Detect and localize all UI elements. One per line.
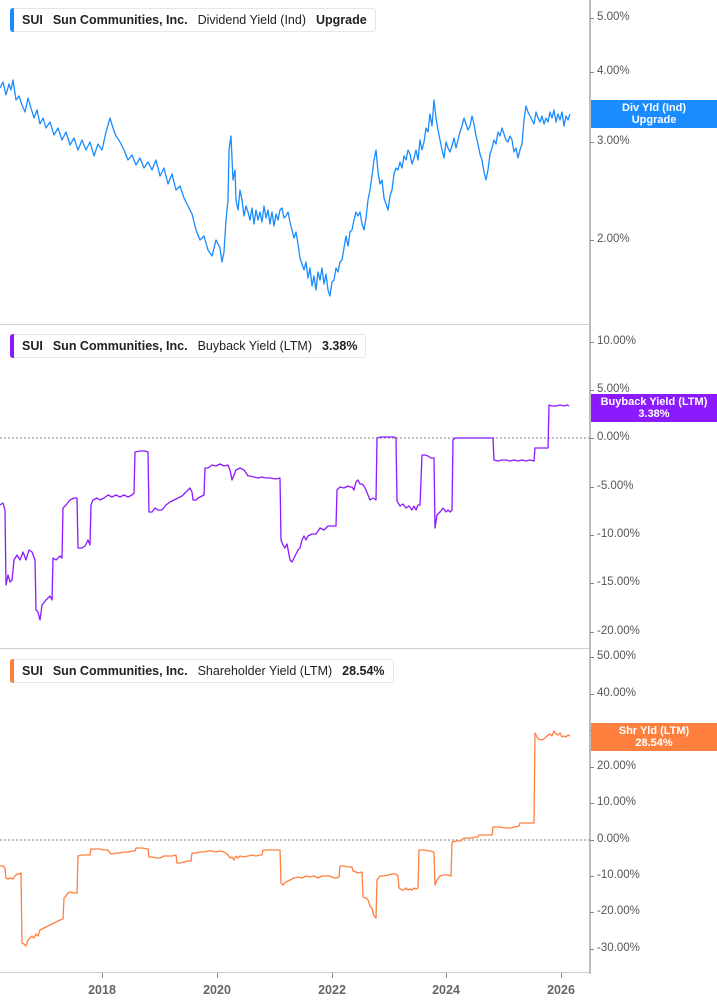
x-tick-label: 2022 — [318, 983, 346, 997]
y-tick — [590, 342, 594, 343]
legend-value: 28.54% — [342, 664, 385, 678]
y-tick-label: 5.00% — [597, 11, 630, 23]
y-tick-label: 4.00% — [597, 65, 630, 77]
flag-label: Shr Yld (LTM) — [618, 725, 690, 737]
y-tick-label: 10.00% — [597, 335, 637, 347]
legend-value: 3.38% — [322, 339, 358, 353]
y-tick — [590, 803, 594, 804]
y-tick-label: 20.00% — [597, 760, 637, 772]
shareholder-yield-line — [0, 730, 571, 947]
y-tick-label: 5.00% — [597, 383, 630, 395]
x-tick — [332, 973, 333, 978]
current-value-flag-dividend: Div Yld (Ind) Upgrade — [591, 100, 717, 128]
x-tick-label: 2020 — [203, 983, 231, 997]
y-tick — [590, 583, 594, 584]
y-tick — [590, 390, 594, 391]
x-tick — [446, 973, 447, 978]
y-tick-label: -10.00% — [597, 528, 640, 540]
dividend-yield-line — [0, 79, 571, 297]
legend-company: Sun Communities, Inc. — [52, 664, 188, 678]
flag-value: Upgrade — [631, 114, 677, 126]
y-tick — [590, 240, 594, 241]
x-tick-label: 2026 — [547, 983, 575, 997]
y-tick-label: -10.00% — [597, 869, 640, 881]
y-tick-label: 0.00% — [597, 833, 630, 845]
y-tick — [590, 876, 594, 877]
flag-label: Div Yld (Ind) — [622, 102, 686, 114]
series-color-swatch — [10, 8, 14, 32]
y-tick-label: 40.00% — [597, 687, 637, 699]
legend-shareholder-yield[interactable]: SUI Sun Communities, Inc. Shareholder Yi… — [10, 659, 394, 683]
flag-label: Buyback Yield (LTM) — [600, 396, 708, 408]
buyback-yield-line — [0, 404, 570, 621]
y-tick-label: -30.00% — [597, 942, 640, 954]
x-tick — [561, 973, 562, 978]
legend-metric: Dividend Yield (Ind) — [197, 13, 306, 27]
legend-metric: Shareholder Yield (LTM) — [197, 664, 333, 678]
y-tick — [590, 657, 594, 658]
y-tick-label: 50.00% — [597, 650, 637, 662]
y-tick — [590, 438, 594, 439]
y-tick — [590, 18, 594, 19]
panel-divider — [0, 648, 590, 649]
y-tick — [590, 949, 594, 950]
series-color-swatch — [10, 659, 14, 683]
y-tick — [590, 840, 594, 841]
legend-ticker: SUI — [22, 664, 43, 678]
y-tick-label: 0.00% — [597, 431, 630, 443]
y-tick — [590, 912, 594, 913]
x-tick-label: 2018 — [88, 983, 116, 997]
legend-metric: Buyback Yield (LTM) — [197, 339, 312, 353]
y-tick-label: -20.00% — [597, 625, 640, 637]
y-tick — [590, 767, 594, 768]
panel-divider — [0, 324, 590, 325]
y-tick — [590, 632, 594, 633]
y-tick-label: 2.00% — [597, 233, 630, 245]
current-value-flag-buyback: Buyback Yield (LTM) 3.38% — [591, 394, 717, 422]
flag-value: 28.54% — [635, 737, 673, 749]
legend-company: Sun Communities, Inc. — [52, 13, 188, 27]
legend-ticker: SUI — [22, 339, 43, 353]
y-tick-label: -5.00% — [597, 480, 634, 492]
y-tick-label: 3.00% — [597, 135, 630, 147]
legend-ticker: SUI — [22, 13, 43, 27]
flag-value: 3.38% — [638, 408, 670, 420]
series-color-swatch — [10, 334, 14, 358]
current-value-flag-shareholder: Shr Yld (LTM) 28.54% — [591, 723, 717, 751]
y-tick-label: -20.00% — [597, 905, 640, 917]
y-tick — [590, 142, 594, 143]
x-tick — [217, 973, 218, 978]
y-tick — [590, 487, 594, 488]
y-tick — [590, 694, 594, 695]
legend-buyback-yield[interactable]: SUI Sun Communities, Inc. Buyback Yield … — [10, 334, 367, 358]
x-tick-label: 2024 — [432, 983, 460, 997]
x-tick — [102, 973, 103, 978]
y-tick-label: 10.00% — [597, 796, 637, 808]
y-tick — [590, 535, 594, 536]
y-tick — [590, 72, 594, 73]
x-axis-line — [0, 972, 590, 973]
legend-dividend-yield[interactable]: SUI Sun Communities, Inc. Dividend Yield… — [10, 8, 376, 32]
legend-company: Sun Communities, Inc. — [52, 339, 188, 353]
y-tick-label: -15.00% — [597, 576, 640, 588]
upgrade-link[interactable]: Upgrade — [316, 13, 367, 27]
